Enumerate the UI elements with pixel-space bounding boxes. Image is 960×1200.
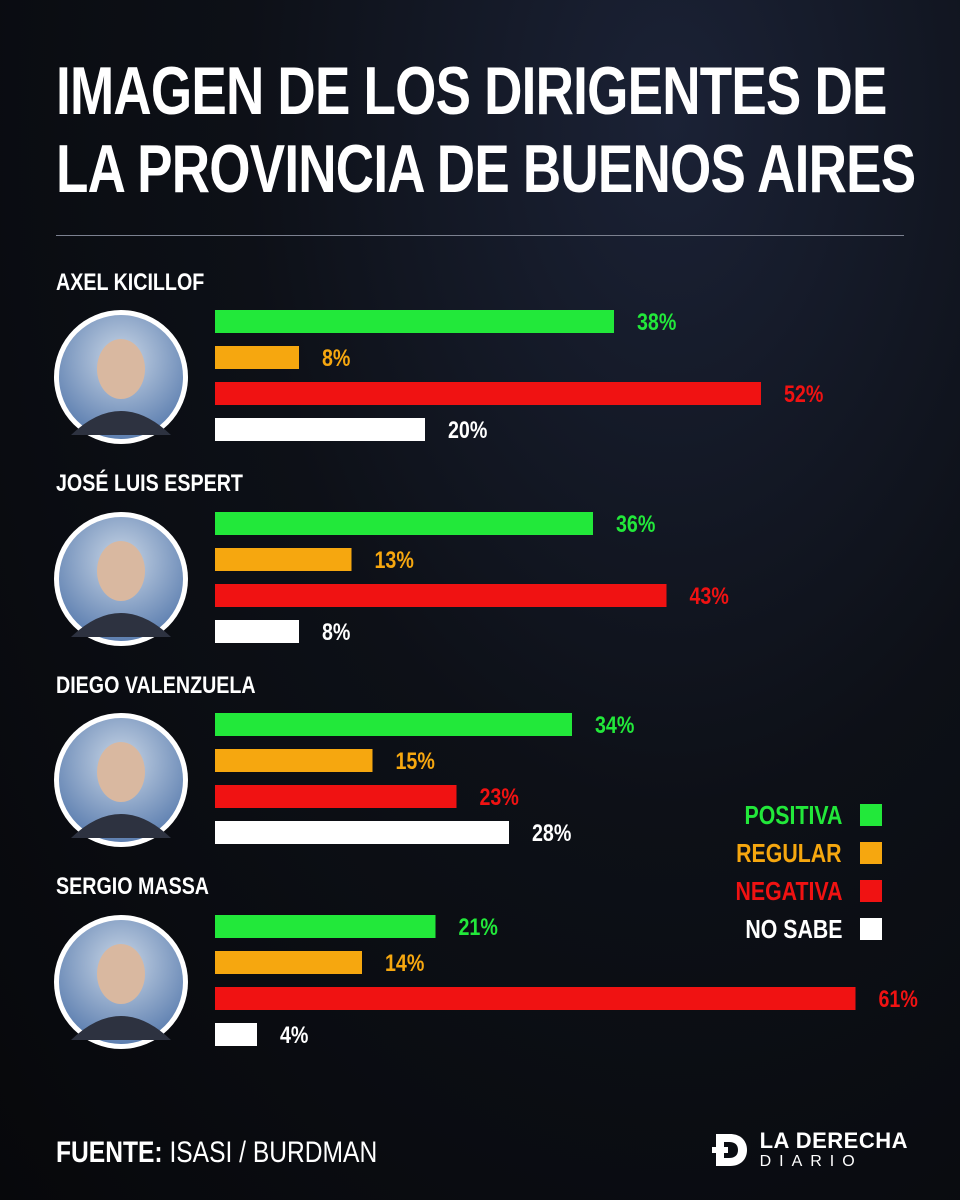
bar-negativa [215,987,856,1010]
data-label-regular: 8% [322,344,350,371]
bar-no_sabe [215,1023,257,1046]
candidate-name: DIEGO VALENZUELA [56,671,256,698]
candidate-photo [54,713,188,847]
bar-positiva [215,915,436,938]
bar-no_sabe [215,620,299,643]
bar-regular [215,951,362,974]
legend-swatch-regular [860,842,882,864]
candidate-name: AXEL KICILLOF [56,268,204,295]
data-label-no_sabe: 4% [280,1021,308,1048]
data-label-negativa: 61% [879,985,918,1012]
data-label-negativa: 43% [690,582,729,609]
data-label-regular: 14% [385,949,424,976]
data-label-no_sabe: 20% [448,416,487,443]
candidate-group-jose-luis-espert: JOSÉ LUIS ESPERT 36% 13% 43% 8% [54,469,729,646]
candidate-group-diego-valenzuela: DIEGO VALENZUELA 34% 15% 23% 28% [54,671,634,847]
bar-negativa [215,584,667,607]
legend-item-negativa: NEGATIVA [712,872,882,910]
data-label-regular: 13% [375,546,414,573]
legend-item-no-sabe: NO SABE [712,910,882,948]
brand-d-icon [711,1134,747,1166]
data-label-regular: 15% [396,747,435,774]
data-label-negativa: 52% [784,380,823,407]
candidate-photo [54,310,188,444]
bar-positiva [215,512,593,535]
bar-negativa [215,785,457,808]
legend-label-positiva: POSITIVA [744,799,842,830]
legend-label-negativa: NEGATIVA [735,875,842,906]
data-label-positiva: 36% [616,510,655,537]
bar-regular [215,749,373,772]
bar-regular [215,346,299,369]
candidate-photo [54,915,188,1049]
legend-label-regular: REGULAR [736,837,842,868]
data-label-positiva: 34% [595,711,634,738]
legend-swatch-no-sabe [860,918,882,940]
legend: POSITIVA REGULAR NEGATIVA NO SABE [712,796,882,948]
title-divider [56,235,904,236]
candidate-group-axel-kicillof: AXEL KICILLOF 38% 8% 52% 20% [54,268,823,444]
legend-swatch-negativa [860,880,882,902]
source-label: FUENTE: [56,1136,163,1169]
data-label-negativa: 23% [480,783,519,810]
candidate-name: JOSÉ LUIS ESPERT [56,469,243,496]
bar-no_sabe [215,418,425,441]
bar-positiva [215,310,614,333]
legend-label-no-sabe: NO SABE [744,913,842,944]
source-footer: FUENTE: ISASI / BURDMAN [56,1136,377,1170]
bar-positiva [215,713,572,736]
candidate-photo [54,512,188,646]
data-label-positiva: 38% [637,308,676,335]
brand-line-2: DIARIO [759,1153,863,1170]
data-label-positiva: 21% [459,913,498,940]
legend-swatch-positiva [860,804,882,826]
brand-text: LA DERECHA DIARIO [760,1130,908,1170]
bar-no_sabe [215,821,509,844]
legend-item-regular: REGULAR [712,834,882,872]
source-value: ISASI / BURDMAN [169,1136,378,1169]
brand-logo: LA DERECHA DIARIO [710,1130,908,1170]
candidate-name: SERGIO MASSA [56,872,209,899]
brand-line-1: LA DERECHA [759,1128,908,1153]
bar-regular [215,548,352,571]
data-label-no_sabe: 8% [322,618,350,645]
data-label-no_sabe: 28% [532,819,571,846]
candidate-group-sergio-massa: SERGIO MASSA 21% 14% 61% 4% [54,872,918,1049]
bar-negativa [215,382,761,405]
legend-item-positiva: POSITIVA [712,796,882,834]
